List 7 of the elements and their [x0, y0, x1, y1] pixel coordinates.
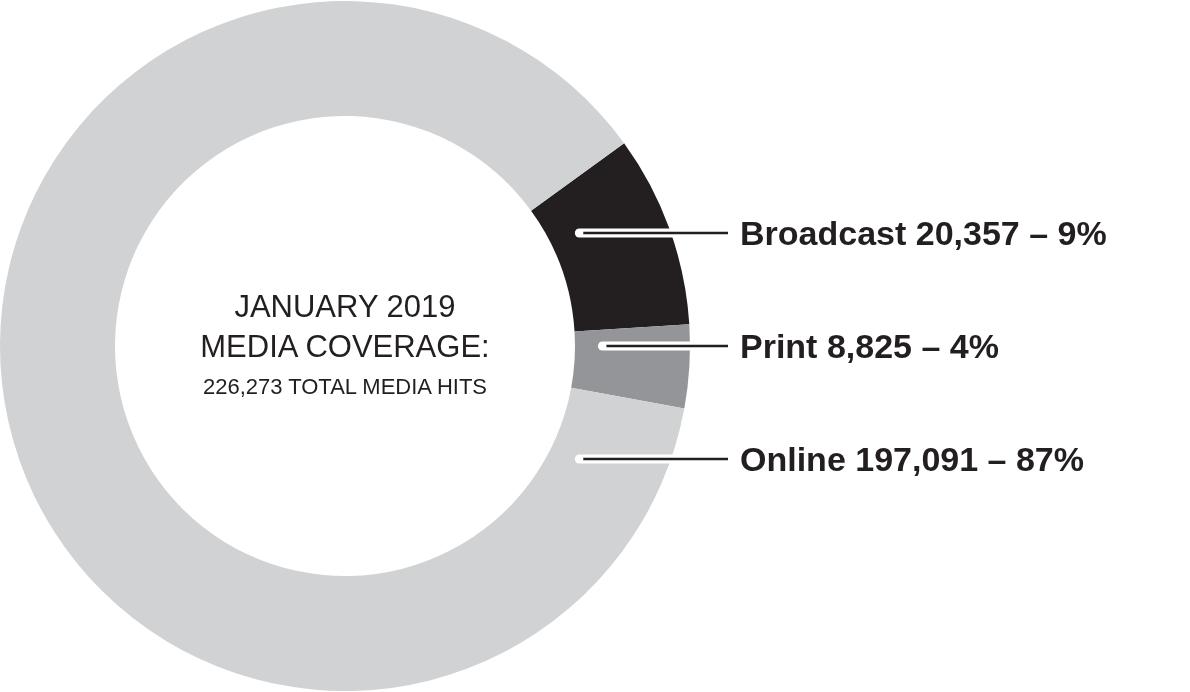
text: 226,273 TOTAL MEDIA HITS [202, 373, 488, 399]
legend-label: Broadcast 20,357 – 9% [740, 214, 1107, 252]
slice-label: Online 197,091 – 87% [740, 440, 1084, 478]
donut-slice [531, 143, 690, 332]
slice-label: Print 8,825 – 4% [740, 327, 999, 365]
donut-slice [0, 1, 685, 691]
text: JANUARY 2019 MEDIA COVERAGE: [200, 288, 490, 364]
